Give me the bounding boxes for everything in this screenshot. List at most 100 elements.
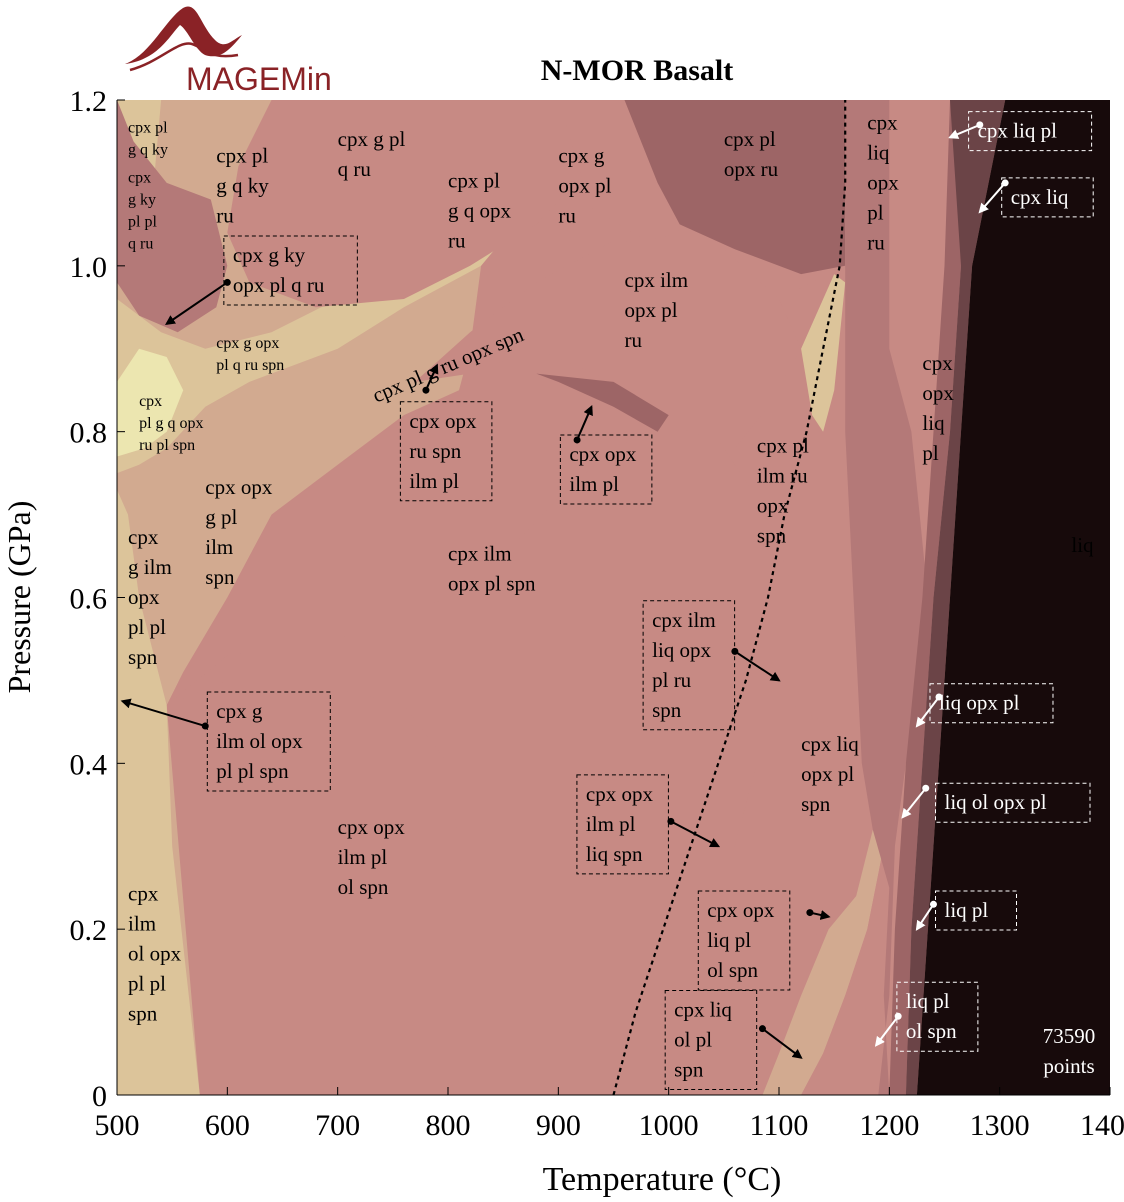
- x-tick-label: 700: [315, 1109, 360, 1142]
- phase-label: ilm ru: [757, 464, 808, 488]
- pointer-dot: [758, 1025, 766, 1033]
- phase-label: pl pl: [128, 971, 166, 995]
- solidus-line: [612, 100, 847, 1095]
- phase-label-box: [206, 691, 331, 792]
- phase-label: ol spn: [906, 1019, 957, 1043]
- phase-label: liq: [867, 140, 890, 164]
- phase-field: [624, 100, 846, 275]
- phase-label: pl pl: [128, 213, 157, 230]
- phase-label: opx: [128, 585, 160, 609]
- phase-field: [790, 431, 862, 764]
- phase-label: opx pl: [801, 762, 854, 786]
- phase-label: ilm pl: [338, 845, 388, 869]
- phase-label: g ilm: [128, 555, 172, 579]
- phase-label: g pl: [205, 505, 237, 529]
- phase-label-group: cpx ilm ol opx pl pl spn: [128, 881, 182, 1025]
- phase-label-box: [642, 600, 736, 731]
- phase-label-box: [935, 782, 1091, 823]
- phase-label-group: cpx g opx pl q ru spn: [216, 335, 284, 374]
- phase-label: opx pl: [558, 173, 611, 197]
- phase-label: g q ky: [128, 142, 168, 159]
- x-tick-label: 1300: [970, 1109, 1030, 1142]
- phase-label: cpx g pl: [338, 127, 406, 151]
- phase-label: ru: [558, 203, 576, 227]
- phase-label-group: cpx g ilm ol opx pl pl spn: [206, 691, 331, 792]
- phase-field: [117, 348, 184, 457]
- phase-label: q ru: [338, 157, 372, 181]
- phase-label: ol spn: [338, 875, 389, 899]
- phase-label: pl pl: [128, 615, 166, 639]
- phase-label-group: cpx g ky opx pl q ru: [223, 235, 358, 306]
- pointer-arrow: [576, 404, 593, 441]
- y-tick-label: 0: [92, 1080, 107, 1113]
- phase-label-group: cpx g opx pl ru: [558, 143, 611, 227]
- phase-label: cpx pl: [448, 168, 500, 192]
- phase-label: cpx opx: [586, 782, 654, 806]
- pointer-arrow: [761, 1027, 803, 1059]
- phase-label: ilm: [128, 911, 156, 935]
- pointer-dot: [667, 817, 675, 825]
- phase-label-group: cpx opx g pl ilm spn: [205, 475, 273, 589]
- pointer-arrow: [425, 363, 439, 391]
- phase-label-box: [896, 981, 979, 1052]
- phase-label-group: cpx liq opx pl ru: [867, 110, 899, 254]
- phase-label: cpx g opx: [216, 335, 279, 352]
- pointer-arrow: [901, 787, 927, 819]
- phase-label-box: [664, 990, 758, 1090]
- phase-label: cpx: [867, 110, 898, 134]
- x-axis-label: Temperature (°C): [543, 1161, 782, 1198]
- x-tick-label: 1200: [859, 1109, 919, 1142]
- phase-label: ol spn: [707, 958, 758, 982]
- x-tick-label: 900: [536, 1109, 581, 1142]
- x-tick-label: 1100: [750, 1109, 809, 1142]
- phase-label: ilm pl: [586, 812, 636, 836]
- phase-label: spn: [128, 1001, 158, 1025]
- magemin-logo: MAGEMin: [125, 6, 332, 97]
- logo-text: MAGEMin: [186, 61, 332, 97]
- phase-label-group: cpx pl g q ky: [128, 120, 168, 159]
- phase-label: pl ru: [652, 668, 692, 692]
- phase-label-group: cpx opx liq pl: [922, 351, 954, 465]
- phase-label-group: cpx liq ol pl spn: [664, 990, 758, 1090]
- phase-label: spn: [757, 524, 787, 548]
- phase-label: liq pl: [707, 928, 751, 952]
- phase-label-group: liq pl ol spn: [896, 981, 979, 1052]
- phase-label: cpx opx: [707, 898, 775, 922]
- phase-label: cpx opx: [569, 442, 637, 466]
- phase-label: cpx pl: [216, 143, 268, 167]
- phase-label: spn: [674, 1058, 704, 1082]
- pointer-arrow: [164, 281, 228, 326]
- phase-label: opx pl: [625, 298, 678, 322]
- pointer-arrow: [915, 903, 935, 931]
- phase-label: spn: [128, 645, 158, 669]
- pointer-dot: [806, 909, 814, 917]
- phase-label: cpx opx: [205, 475, 273, 499]
- phase-field: [916, 100, 1110, 1095]
- phase-label-group: cpx opx ilm pl liq spn: [576, 774, 669, 875]
- y-tick-label: 0.6: [70, 583, 108, 616]
- phase-label: ol opx: [128, 941, 182, 965]
- pointer-arrow: [734, 650, 781, 682]
- y-tick-label: 0.2: [70, 914, 108, 947]
- phase-label-group: cpx opx ilm pl: [559, 434, 653, 505]
- logo-mountain-icon: [125, 6, 242, 65]
- x-tick-label: 1000: [639, 1109, 699, 1142]
- phase-label-group: cpx pl ilm ru opx spn: [757, 434, 809, 548]
- phase-label: opx: [922, 381, 954, 405]
- phase-label: cpx g ky: [233, 243, 306, 267]
- phase-label: cpx: [128, 881, 159, 905]
- pointer-arrow: [670, 820, 721, 848]
- pointer-arrow: [120, 698, 206, 727]
- phase-label: spn: [652, 698, 682, 722]
- phase-label: cpx pl: [128, 120, 168, 137]
- phase-label: ilm ol opx: [216, 729, 303, 753]
- phase-fields: [117, 100, 1110, 1095]
- phase-label-group: cpx liq: [1001, 177, 1094, 218]
- phase-label: cpx g: [216, 699, 263, 723]
- phase-label: liq spn: [586, 842, 643, 866]
- phase-label-group: cpx pl g q opx ru pl spn: [139, 393, 203, 454]
- phase-label: pl g q opx: [139, 415, 203, 432]
- phase-label-group: cpx ilm opx pl ru: [625, 268, 689, 352]
- phase-field: [845, 100, 928, 1095]
